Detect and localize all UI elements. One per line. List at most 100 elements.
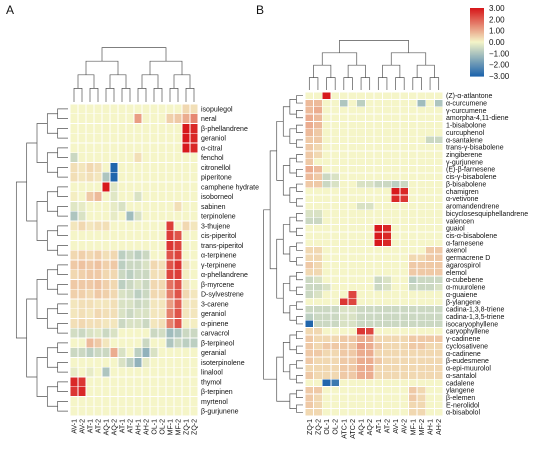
- dendrogram-branch: [296, 139, 303, 148]
- heatmap-cell: [109, 327, 119, 339]
- heatmap-cell: [85, 376, 95, 388]
- heatmap-cell: [330, 113, 340, 122]
- heatmap-cell: [382, 260, 392, 270]
- dendrogram-branch: [57, 303, 68, 314]
- heatmap-cell: [93, 220, 103, 232]
- heatmap-cell: [382, 238, 392, 248]
- heatmap-cell: [356, 128, 366, 137]
- heatmap-cell: [85, 347, 95, 358]
- heatmap-cell: [408, 202, 418, 211]
- row-label: cadina-1,3,5-triene: [446, 314, 504, 321]
- heatmap-cell: [382, 378, 392, 387]
- legend-gradient-step: [470, 47, 484, 50]
- heatmap-cell: [189, 240, 199, 251]
- heatmap-cell: [141, 279, 151, 290]
- column-label: AQ-1: [104, 419, 111, 435]
- heatmap-cell: [373, 238, 384, 248]
- heatmap-cell: [141, 366, 151, 378]
- heatmap-cell: [347, 260, 358, 270]
- heatmap-cell: [165, 366, 175, 378]
- heatmap-cell: [433, 283, 444, 292]
- heatmap-cell: [373, 150, 384, 159]
- heatmap-cell: [109, 191, 119, 202]
- row-label: cyclosativene: [446, 343, 488, 350]
- heatmap-cell: [181, 181, 191, 193]
- heatmap-cell: [304, 312, 315, 321]
- heatmap-cell: [373, 400, 384, 410]
- heatmap-cell: [77, 337, 87, 349]
- legend-gradient-step: [470, 39, 484, 42]
- heatmap-cell: [356, 408, 366, 417]
- heatmap-cell: [339, 187, 349, 196]
- heatmap-cell: [364, 224, 375, 233]
- heatmap-cell: [69, 259, 79, 271]
- row-label: D-sylvestrene: [201, 292, 244, 299]
- heatmap-cell: [321, 334, 332, 343]
- heatmap-cell: [390, 238, 401, 248]
- column-label: OL-2: [160, 419, 167, 435]
- heatmap-cell: [125, 142, 135, 154]
- heatmap-cell: [330, 106, 340, 115]
- heatmap-cell: [408, 253, 418, 262]
- heatmap-cell: [408, 194, 418, 203]
- heatmap-cell: [390, 290, 401, 299]
- heatmap-cell: [364, 327, 375, 336]
- heatmap-cell: [390, 393, 401, 402]
- heatmap-cell: [321, 283, 332, 292]
- heatmap-cell: [347, 275, 358, 284]
- heatmap-cell: [85, 220, 95, 232]
- heatmap-cell: [399, 356, 409, 365]
- heatmap-cell: [321, 393, 332, 402]
- row-label: α-santalol: [446, 373, 477, 380]
- heatmap-cell: [416, 341, 427, 351]
- heatmap-cell: [189, 386, 199, 397]
- heatmap-cell: [181, 308, 191, 319]
- heatmap-cell: [85, 269, 95, 280]
- heatmap-cell: [425, 143, 435, 152]
- heatmap-cell: [408, 91, 418, 100]
- heatmap-cell: [117, 279, 127, 290]
- dendrogram-branch: [377, 77, 388, 90]
- heatmap-cell: [173, 396, 183, 407]
- heatmap-cell: [382, 128, 392, 137]
- heatmap-cell: [433, 290, 444, 299]
- heatmap-cell: [133, 152, 143, 163]
- heatmap-cell: [390, 305, 401, 314]
- row-label: γ-gurjunene: [446, 159, 483, 166]
- legend-gradient-step: [470, 45, 484, 48]
- heatmap-cell: [77, 113, 87, 124]
- heatmap-cell: [433, 334, 444, 343]
- heatmap-cell: [356, 349, 366, 358]
- heatmap-cell: [339, 91, 349, 100]
- column-label: AQ-2: [367, 419, 374, 435]
- heatmap-cell: [117, 376, 127, 388]
- column-label: AT-2: [96, 419, 103, 433]
- heatmap-cell: [408, 305, 418, 314]
- heatmap-cell: [321, 194, 332, 203]
- heatmap-cell: [356, 334, 366, 343]
- heatmap-cell: [339, 179, 349, 189]
- heatmap-cell: [408, 224, 418, 233]
- heatmap-cell: [85, 123, 95, 134]
- heatmap-cell: [347, 253, 358, 262]
- legend-gradient-step: [470, 12, 484, 15]
- heatmap-cell: [356, 393, 366, 402]
- heatmap-cell: [313, 356, 323, 365]
- heatmap-cell: [356, 341, 366, 351]
- heatmap-cell: [321, 187, 332, 196]
- heatmap-cell: [189, 396, 199, 407]
- heatmap-cell: [433, 157, 444, 167]
- heatmap-cell: [364, 231, 375, 240]
- heatmap-cell: [133, 327, 143, 339]
- heatmap-cell: [77, 327, 87, 339]
- heatmap-cell: [141, 318, 151, 329]
- column-label: MF-2: [419, 419, 426, 435]
- heatmap-cell: [304, 275, 315, 284]
- heatmap-cell: [181, 357, 191, 368]
- heatmap-cell: [165, 327, 175, 339]
- heatmap-cell: [125, 405, 135, 417]
- row-label: α-phellandrene: [201, 272, 248, 279]
- heatmap-cell: [109, 171, 119, 183]
- heatmap-cell: [141, 347, 151, 358]
- dendrogram-branch: [109, 74, 127, 89]
